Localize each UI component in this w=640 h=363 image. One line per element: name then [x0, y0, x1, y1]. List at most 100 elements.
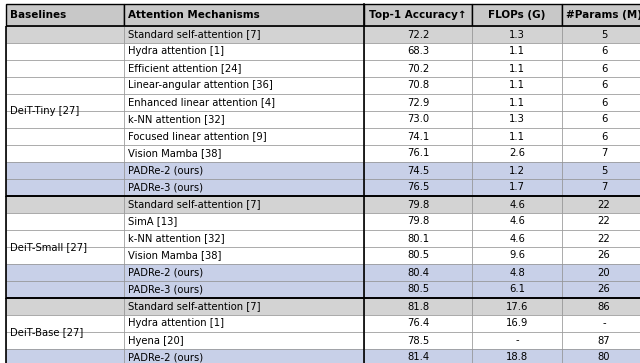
Bar: [472, 145, 562, 162]
Text: 70.2: 70.2: [407, 64, 429, 73]
Bar: [124, 213, 364, 230]
Text: FLOPs (G): FLOPs (G): [488, 10, 546, 20]
Bar: [472, 43, 562, 60]
Text: 9.6: 9.6: [509, 250, 525, 261]
Bar: [364, 77, 472, 94]
Bar: [124, 281, 364, 298]
Bar: [472, 332, 562, 349]
Text: 81.4: 81.4: [407, 352, 429, 363]
Text: 72.2: 72.2: [407, 29, 429, 40]
Bar: [472, 77, 562, 94]
Text: 76.1: 76.1: [407, 148, 429, 159]
Text: 1.1: 1.1: [509, 64, 525, 73]
Bar: [124, 26, 364, 43]
Text: 76.5: 76.5: [407, 183, 429, 192]
Text: 70.8: 70.8: [407, 81, 429, 90]
Text: 68.3: 68.3: [407, 46, 429, 57]
Bar: [562, 213, 640, 230]
Text: 74.1: 74.1: [407, 131, 429, 142]
Bar: [472, 60, 562, 77]
Text: PADRe-2 (ours): PADRe-2 (ours): [128, 352, 203, 363]
Bar: [472, 94, 562, 111]
Text: 81.8: 81.8: [407, 302, 429, 311]
Bar: [562, 77, 640, 94]
Bar: [6, 179, 124, 196]
Bar: [364, 4, 472, 26]
Text: PADRe-2 (ours): PADRe-2 (ours): [128, 166, 203, 175]
Bar: [6, 213, 124, 230]
Bar: [364, 26, 472, 43]
Text: -: -: [602, 318, 606, 329]
Bar: [6, 60, 124, 77]
Bar: [124, 4, 364, 26]
Bar: [472, 111, 562, 128]
Text: DeiT-Tiny [27]: DeiT-Tiny [27]: [10, 106, 79, 116]
Bar: [472, 4, 562, 26]
Bar: [124, 179, 364, 196]
Bar: [6, 332, 124, 349]
Text: 20: 20: [598, 268, 611, 277]
Text: 79.8: 79.8: [407, 200, 429, 209]
Bar: [562, 60, 640, 77]
Bar: [364, 332, 472, 349]
Text: 80.5: 80.5: [407, 250, 429, 261]
Text: Vision Mamba [38]: Vision Mamba [38]: [128, 148, 221, 159]
Text: 80: 80: [598, 352, 611, 363]
Text: Standard self-attention [7]: Standard self-attention [7]: [128, 200, 260, 209]
Bar: [6, 145, 124, 162]
Bar: [6, 26, 124, 43]
Bar: [124, 77, 364, 94]
Text: 76.4: 76.4: [407, 318, 429, 329]
Bar: [472, 264, 562, 281]
Text: k-NN attention [32]: k-NN attention [32]: [128, 233, 225, 244]
Bar: [124, 298, 364, 315]
Text: Hydra attention [1]: Hydra attention [1]: [128, 318, 224, 329]
Text: 26: 26: [598, 285, 611, 294]
Bar: [472, 196, 562, 213]
Text: 4.8: 4.8: [509, 268, 525, 277]
Text: 4.6: 4.6: [509, 233, 525, 244]
Bar: [364, 162, 472, 179]
Bar: [562, 196, 640, 213]
Text: 22: 22: [598, 233, 611, 244]
Bar: [562, 111, 640, 128]
Bar: [562, 298, 640, 315]
Bar: [562, 332, 640, 349]
Bar: [562, 145, 640, 162]
Text: 1.1: 1.1: [509, 131, 525, 142]
Text: 1.1: 1.1: [509, 46, 525, 57]
Bar: [472, 298, 562, 315]
Bar: [124, 349, 364, 363]
Bar: [6, 162, 124, 179]
Text: 80.5: 80.5: [407, 285, 429, 294]
Text: Enhanced linear attention [4]: Enhanced linear attention [4]: [128, 98, 275, 107]
Text: Efficient attention [24]: Efficient attention [24]: [128, 64, 241, 73]
Bar: [364, 111, 472, 128]
Bar: [6, 43, 124, 60]
Bar: [562, 94, 640, 111]
Text: Focused linear attention [9]: Focused linear attention [9]: [128, 131, 267, 142]
Bar: [364, 298, 472, 315]
Text: 22: 22: [598, 216, 611, 227]
Text: 6.1: 6.1: [509, 285, 525, 294]
Text: 17.6: 17.6: [506, 302, 528, 311]
Bar: [6, 94, 124, 111]
Bar: [124, 264, 364, 281]
Text: 73.0: 73.0: [407, 114, 429, 125]
Bar: [472, 281, 562, 298]
Text: 1.2: 1.2: [509, 166, 525, 175]
Bar: [472, 162, 562, 179]
Text: 78.5: 78.5: [407, 335, 429, 346]
Bar: [562, 281, 640, 298]
Bar: [124, 128, 364, 145]
Bar: [562, 128, 640, 145]
Bar: [6, 247, 124, 264]
Bar: [364, 128, 472, 145]
Bar: [472, 26, 562, 43]
Text: 80.1: 80.1: [407, 233, 429, 244]
Bar: [472, 247, 562, 264]
Bar: [6, 128, 124, 145]
Bar: [6, 298, 640, 363]
Bar: [562, 230, 640, 247]
Text: 6: 6: [601, 46, 607, 57]
